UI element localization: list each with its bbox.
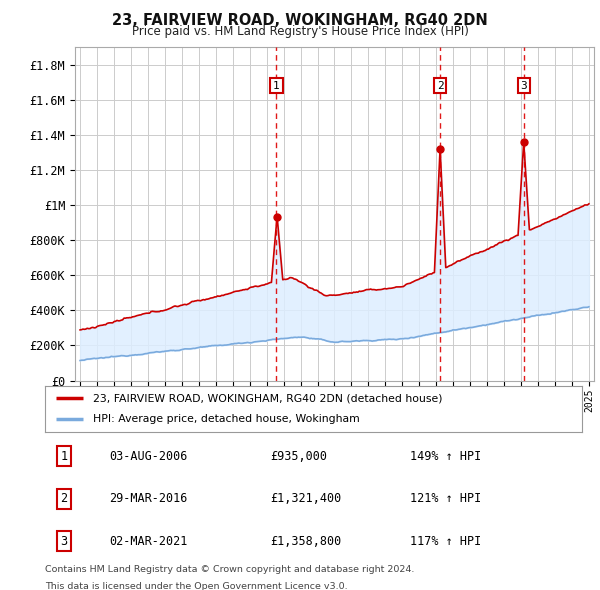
Text: 1: 1 <box>273 81 280 90</box>
Text: 23, FAIRVIEW ROAD, WOKINGHAM, RG40 2DN (detached house): 23, FAIRVIEW ROAD, WOKINGHAM, RG40 2DN (… <box>94 394 443 404</box>
Text: 3: 3 <box>521 81 527 90</box>
Text: Contains HM Land Registry data © Crown copyright and database right 2024.: Contains HM Land Registry data © Crown c… <box>45 565 415 574</box>
Text: Price paid vs. HM Land Registry's House Price Index (HPI): Price paid vs. HM Land Registry's House … <box>131 25 469 38</box>
Text: £1,358,800: £1,358,800 <box>271 535 342 548</box>
Text: 03-AUG-2006: 03-AUG-2006 <box>109 450 188 463</box>
Text: This data is licensed under the Open Government Licence v3.0.: This data is licensed under the Open Gov… <box>45 582 347 590</box>
Text: 23, FAIRVIEW ROAD, WOKINGHAM, RG40 2DN: 23, FAIRVIEW ROAD, WOKINGHAM, RG40 2DN <box>112 13 488 28</box>
Text: 29-MAR-2016: 29-MAR-2016 <box>109 492 188 505</box>
Text: 02-MAR-2021: 02-MAR-2021 <box>109 535 188 548</box>
Text: 1: 1 <box>60 450 67 463</box>
Text: 117% ↑ HPI: 117% ↑ HPI <box>410 535 481 548</box>
Text: 121% ↑ HPI: 121% ↑ HPI <box>410 492 481 505</box>
Text: £935,000: £935,000 <box>271 450 328 463</box>
Text: 2: 2 <box>437 81 444 90</box>
Text: £1,321,400: £1,321,400 <box>271 492 342 505</box>
Text: HPI: Average price, detached house, Wokingham: HPI: Average price, detached house, Woki… <box>94 414 360 424</box>
Text: 149% ↑ HPI: 149% ↑ HPI <box>410 450 481 463</box>
Text: 3: 3 <box>60 535 67 548</box>
Text: 2: 2 <box>60 492 67 505</box>
